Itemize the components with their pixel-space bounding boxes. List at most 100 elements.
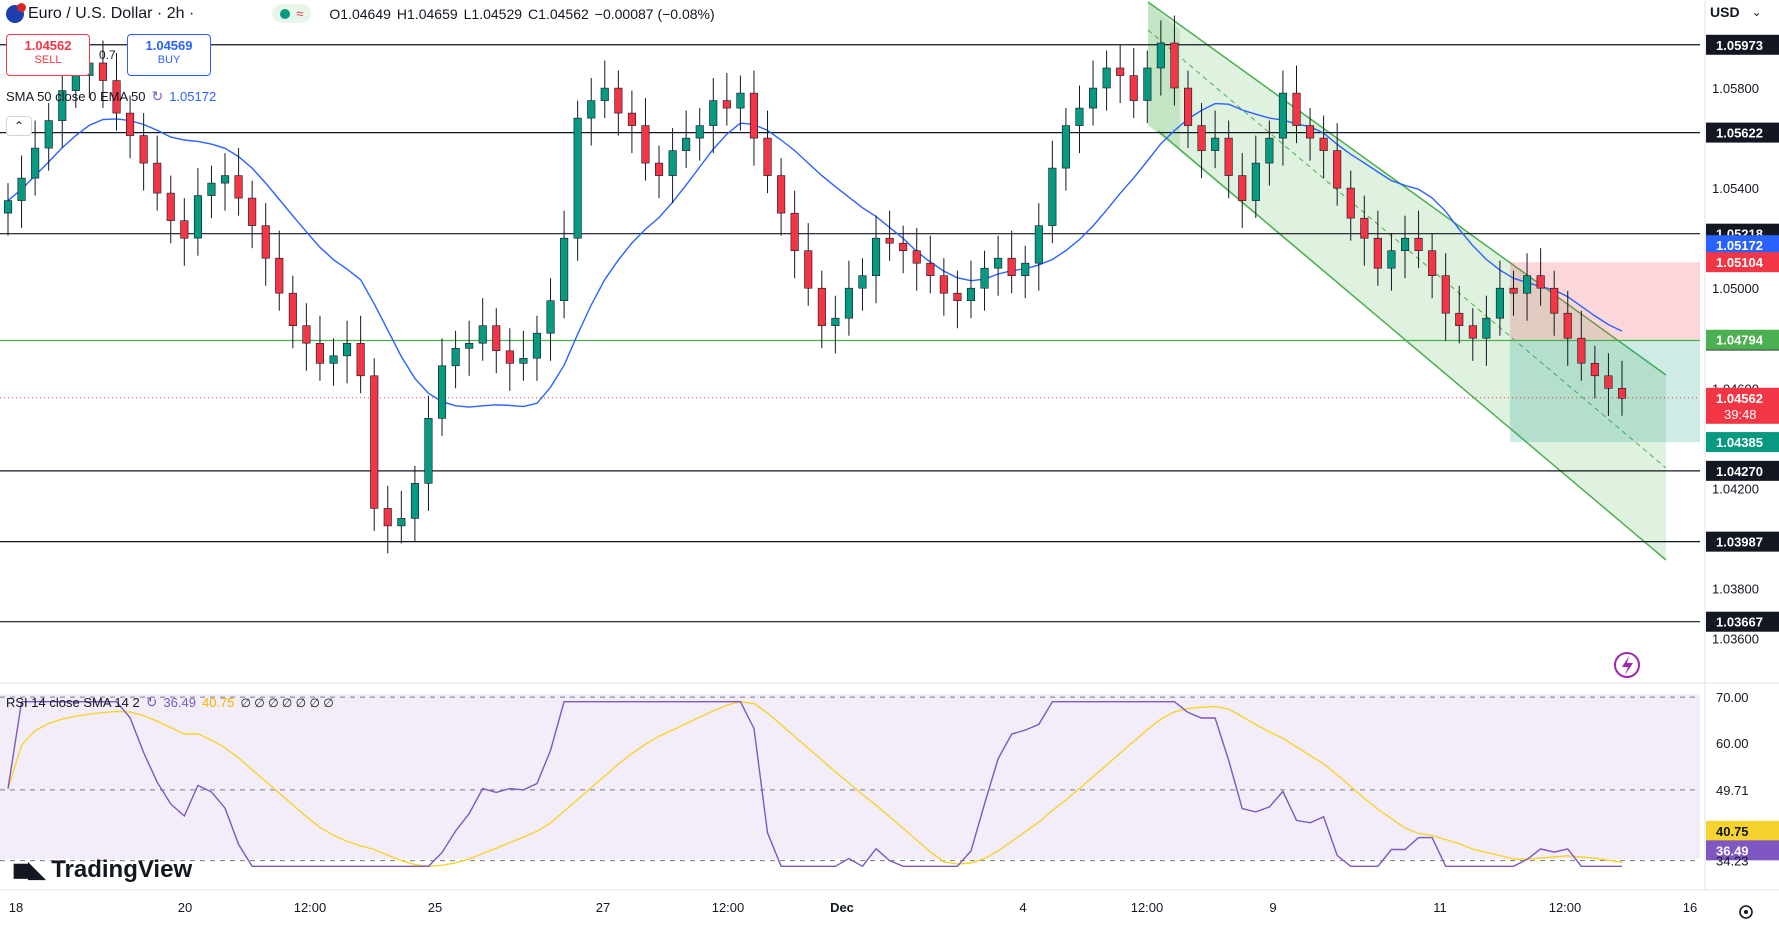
- candle-body: [1482, 317, 1491, 339]
- candle-body: [98, 62, 107, 81]
- price-tag-bg-target: [1706, 432, 1779, 453]
- ma-legend[interactable]: SMA 50 close 0 EMA 50 ↻ 1.05172: [6, 88, 216, 105]
- moving-average-line: [7, 102, 1623, 408]
- time-tick-12: 16: [1683, 900, 1697, 915]
- ohlc-low: L1.04529: [463, 5, 523, 22]
- candle-body: [465, 342, 474, 349]
- currency-label: USD: [1710, 4, 1740, 20]
- candle-body: [1265, 137, 1274, 164]
- sell-label: SELL: [34, 54, 62, 66]
- candle-body: [261, 225, 270, 259]
- ohlc-high: H1.04659: [396, 5, 458, 22]
- rsi-legend[interactable]: RSI 14 close SMA 14 2 ↻ 36.49 40.75 ∅ ∅ …: [6, 694, 334, 711]
- candle-body: [288, 292, 297, 327]
- rsi-empty-values: ∅ ∅ ∅ ∅ ∅ ∅ ∅: [240, 695, 334, 710]
- horizontal-levels[interactable]: [0, 44, 1700, 623]
- candles: [4, 15, 1627, 554]
- short-position-tool[interactable]: [1510, 262, 1700, 443]
- candle-body: [1238, 175, 1247, 201]
- price-tag-ma: 1.05172: [1716, 238, 1763, 253]
- candle-body: [1360, 217, 1369, 239]
- channel-top-line[interactable]: [1147, 1, 1667, 376]
- candle-body: [668, 150, 677, 176]
- candle-body: [1007, 257, 1016, 277]
- lightning-icon[interactable]: [1614, 652, 1640, 678]
- target-zone[interactable]: [1510, 339, 1700, 443]
- symbol-title[interactable]: Euro / U.S. Dollar · 2h ·: [28, 4, 195, 22]
- tradingview-logo[interactable]: ◼◣ TradingView: [12, 856, 192, 884]
- gear-icon[interactable]: [1739, 905, 1753, 919]
- candle-body: [1061, 125, 1070, 169]
- level-tag-bg-5: [1706, 531, 1779, 552]
- candle-body: [329, 355, 338, 364]
- time-axis[interactable]: 18 20 12:00 25 27 12:00 Dec 4 12:00 9 11 12:00 16: [9, 900, 1697, 915]
- candle-body: [844, 287, 854, 319]
- candle-body: [126, 112, 135, 136]
- candle-body: [1441, 275, 1450, 314]
- stop-zone[interactable]: [1510, 262, 1700, 340]
- candle-body: [248, 197, 257, 226]
- price-tag-stop: 1.05104: [1716, 255, 1764, 270]
- ma-legend-label: SMA 50 close 0 EMA 50: [6, 89, 146, 104]
- channel-fill: [1148, 2, 1666, 560]
- ohlc-readout: O1.04649 H1.04659 L1.04529 C1.04562 −0.0…: [329, 6, 714, 22]
- candle-body: [478, 325, 487, 344]
- candle-body: [682, 137, 691, 151]
- price-tick-6: 1.03600: [1712, 631, 1759, 646]
- refresh-icon[interactable]: ↻: [145, 694, 158, 710]
- candle-body: [939, 275, 948, 294]
- candle-body: [1306, 125, 1315, 139]
- candle-body: [1401, 237, 1410, 251]
- candle-body: [437, 365, 447, 419]
- candle-body: [193, 195, 202, 239]
- candle-body: [858, 275, 867, 289]
- candle-body: [1089, 87, 1098, 109]
- sell-button[interactable]: 1.04562 SELL: [6, 34, 90, 76]
- candle-body: [31, 147, 40, 179]
- candle-body: [1509, 287, 1518, 294]
- level-tag-bg-4: [1706, 460, 1779, 481]
- candle-body: [397, 518, 406, 527]
- rsi-tick-1: 60.00: [1716, 736, 1749, 751]
- price-axis[interactable]: 1.058001.054001.050001.046001.042001.038…: [1706, 34, 1779, 869]
- candle-body: [139, 135, 148, 164]
- time-tick-9: 9: [1269, 900, 1276, 915]
- candle-body: [1156, 42, 1165, 69]
- refresh-icon[interactable]: ↻: [151, 88, 164, 104]
- candle-body: [207, 182, 216, 196]
- candle-body: [1346, 187, 1355, 219]
- ohlc-change: −0.00087 (−0.08%): [594, 5, 715, 22]
- eur-flag-icon: [6, 2, 26, 23]
- candle-body: [1319, 137, 1328, 151]
- candle-body: [1455, 312, 1464, 327]
- candle-body: [4, 200, 13, 214]
- candle-body: [871, 237, 881, 276]
- time-tick-3: 25: [428, 900, 442, 915]
- candle-body: [1048, 167, 1057, 226]
- market-open-icon: [280, 9, 291, 19]
- brand-name: TradingView: [51, 856, 193, 883]
- tradingview-mark-icon: ◼◣: [12, 857, 45, 882]
- market-status-badge[interactable]: ≈: [272, 4, 312, 23]
- candle-body: [180, 220, 189, 239]
- candle-body: [356, 342, 365, 377]
- level-tag-bg-0: [1706, 34, 1779, 55]
- candle-body: [817, 287, 826, 327]
- candle-body: [709, 100, 718, 126]
- price-tag-bg-last: [1706, 387, 1779, 424]
- candle-body: [654, 162, 664, 176]
- time-tick-7: 4: [1019, 900, 1026, 915]
- rsi-tag-3: 40.75: [1716, 824, 1749, 839]
- currency-selector[interactable]: USD ⌄: [1710, 4, 1762, 20]
- ma-path: [7, 102, 1623, 408]
- candle-body: [1414, 237, 1423, 251]
- candle-body: [736, 92, 745, 109]
- buy-button[interactable]: 1.04569 BUY: [127, 34, 211, 76]
- collapse-legend-button[interactable]: ⌃: [6, 116, 32, 136]
- level-tag-bg-6: [1706, 611, 1779, 632]
- candle-body: [1577, 337, 1586, 364]
- price-tick-5: 1.03800: [1712, 581, 1759, 596]
- candle-body: [342, 342, 352, 357]
- symbol-header: Euro / U.S. Dollar · 2h · ≈ O1.04649 H1.…: [6, 2, 715, 23]
